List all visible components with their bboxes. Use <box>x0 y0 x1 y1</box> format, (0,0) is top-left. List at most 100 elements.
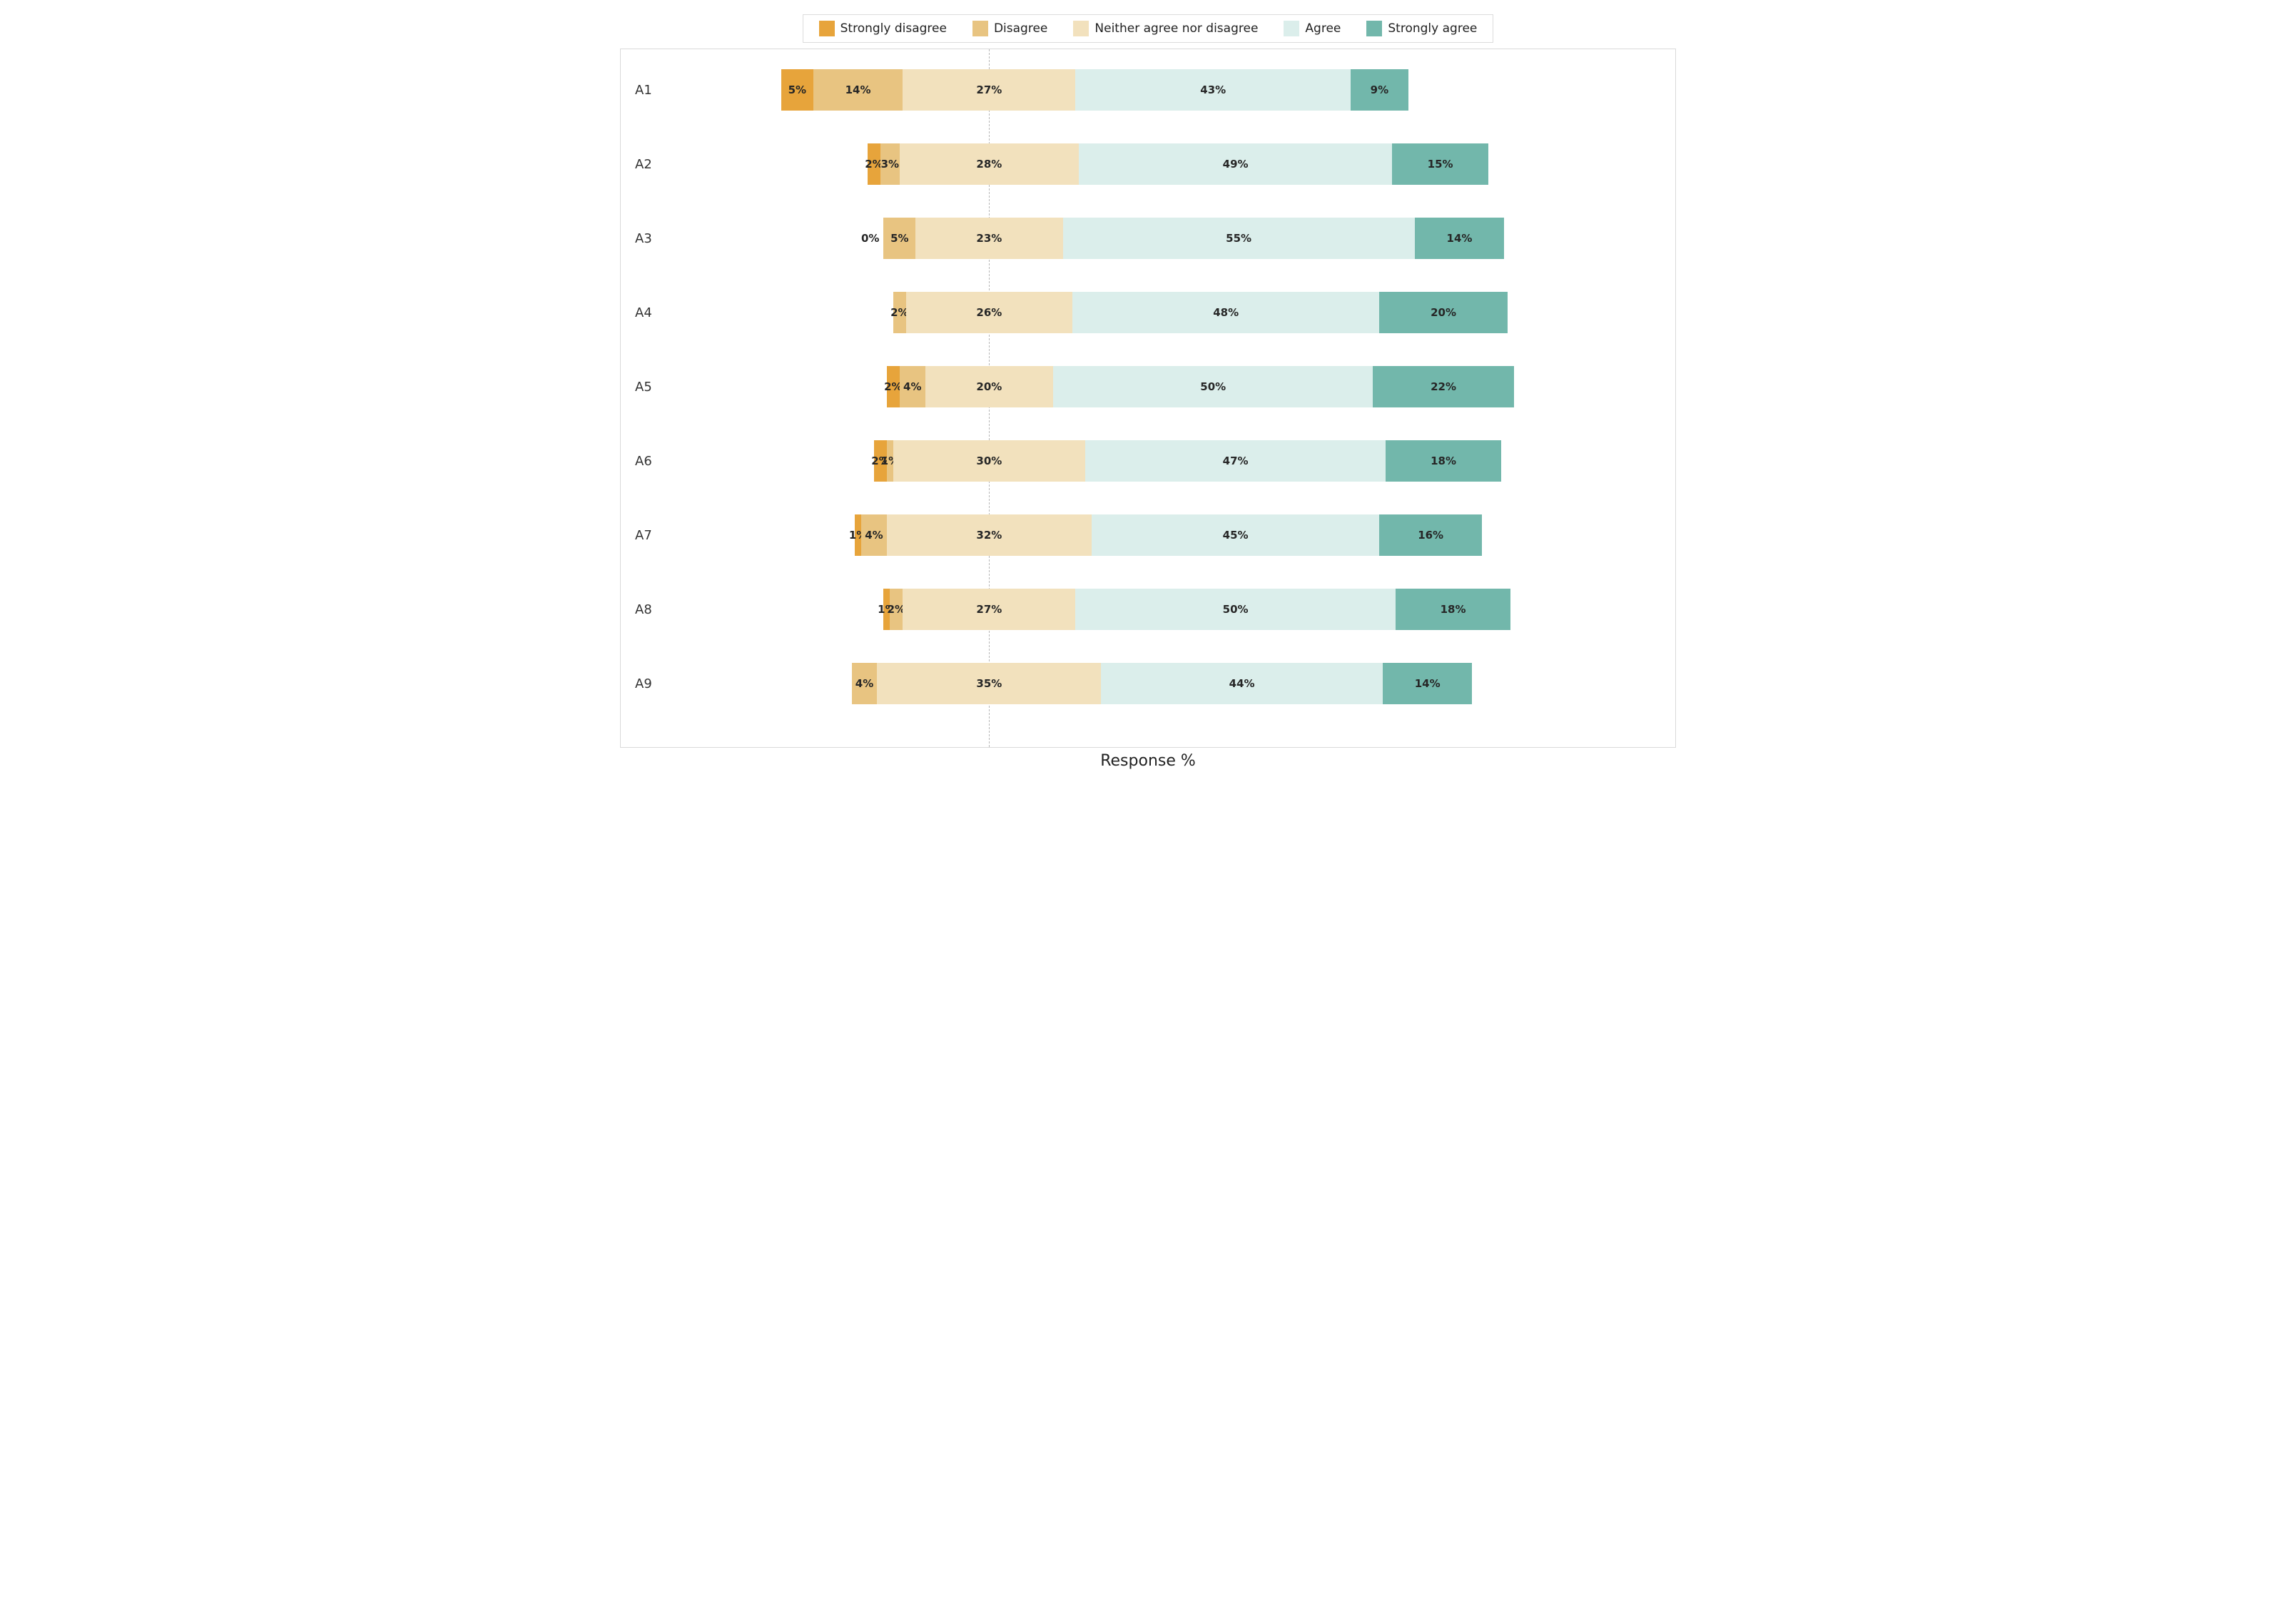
bar-agree: 50% <box>1053 366 1373 407</box>
bar-agree-value: 50% <box>1223 603 1249 616</box>
bar-disagree: 1% <box>887 440 893 482</box>
bar-strongly-agree-value: 16% <box>1418 529 1443 542</box>
bar-neither: 26% <box>906 292 1072 333</box>
bar-strongly-agree: 18% <box>1396 589 1510 630</box>
likert-chart: Strongly disagree Disagree Neither agree n… <box>620 14 1676 770</box>
bar-neither: 27% <box>903 589 1075 630</box>
bar-neither-value: 27% <box>976 83 1002 96</box>
bar-strongly-agree-value: 14% <box>1415 677 1441 690</box>
bar-agree: 43% <box>1075 69 1351 111</box>
bar-agree: 48% <box>1072 292 1379 333</box>
y-axis-label: A5 <box>635 380 669 395</box>
legend-label: Neither agree nor disagree <box>1094 21 1258 36</box>
y-axis-label: A7 <box>635 528 669 543</box>
bar-neither-value: 26% <box>976 306 1002 319</box>
bar-agree-value: 50% <box>1200 380 1226 393</box>
bar-neither: 27% <box>903 69 1075 111</box>
bar-track: 2%3% 28% 49% 15% <box>669 143 1661 185</box>
chart-row: A7 1%4% 32% 45% 16% <box>635 514 1661 556</box>
bar-disagree-value: 3% <box>881 158 899 171</box>
bar-disagree-value: 5% <box>890 232 908 245</box>
bar-agree-value: 44% <box>1229 677 1255 690</box>
x-axis-label: Response % <box>620 752 1676 770</box>
bar-strongly-agree: 16% <box>1379 514 1481 556</box>
y-axis-label: A9 <box>635 676 669 691</box>
bar-agree: 44% <box>1101 663 1383 704</box>
bar-track: 1%2%27%50%18% <box>669 589 1661 630</box>
chart-row: A1 5% 14% 27% 43% 9% <box>635 69 1661 111</box>
bar-track: 2%1%30%47%18% <box>669 440 1661 482</box>
bar-neither: 32% <box>887 514 1092 556</box>
legend-swatch <box>1366 21 1382 36</box>
chart-row: A4 2% 26% 48% 20% <box>635 292 1661 333</box>
legend-label: Strongly disagree <box>840 21 947 36</box>
legend-item: Strongly disagree <box>819 21 947 36</box>
bar-strongly-agree: 18% <box>1386 440 1500 482</box>
bar-disagree-value: 4% <box>903 380 921 393</box>
bar-agree-value: 55% <box>1226 232 1251 245</box>
bar-agree: 50% <box>1075 589 1395 630</box>
chart-row: A22%3%28%49%15% <box>635 143 1661 185</box>
legend-item: Disagree <box>972 21 1047 36</box>
bar-track: 2% 26% 48% 20% <box>669 292 1661 333</box>
bar-neither-value: 28% <box>976 158 1002 171</box>
legend-item: Neither agree nor disagree <box>1073 21 1258 36</box>
chart-row: A5 2%4% 20% 50% 22% <box>635 366 1661 407</box>
bar-agree-value: 47% <box>1223 455 1249 467</box>
y-axis-label: A8 <box>635 602 669 617</box>
bar-disagree: 14% <box>813 69 903 111</box>
bar-strongly-agree-value: 15% <box>1428 158 1453 171</box>
bar-track: 4% 35% 44% 14% <box>669 663 1661 704</box>
bar-strongly-disagree: 2% <box>868 143 880 185</box>
legend-item: Strongly agree <box>1366 21 1477 36</box>
bar-strongly-disagree: 2% <box>887 366 900 407</box>
chart-row: A81%2%27%50%18% <box>635 589 1661 630</box>
plot-area: A15%14%27%43%9%A22%3%28%49%15%A30%5%23%5… <box>620 49 1676 748</box>
bar-strongly-agree-value: 9% <box>1371 83 1388 96</box>
bar-agree: 49% <box>1079 143 1392 185</box>
y-axis-label: A6 <box>635 454 669 469</box>
bar-strongly-disagree-value: 5% <box>788 83 806 96</box>
bar-agree-value: 45% <box>1223 529 1249 542</box>
bar-strongly-agree: 9% <box>1351 69 1408 111</box>
bar-disagree: 4% <box>852 663 878 704</box>
bar-strongly-agree-value: 14% <box>1447 232 1473 245</box>
legend: Strongly disagree Disagree Neither agree n… <box>803 14 1494 43</box>
bar-disagree-value: 14% <box>845 83 871 96</box>
bar-agree: 45% <box>1092 514 1380 556</box>
bar-strongly-agree-value: 20% <box>1431 306 1456 319</box>
bar-agree-value: 48% <box>1213 306 1239 319</box>
bar-disagree-value: 4% <box>855 677 873 690</box>
bar-agree-value: 49% <box>1223 158 1249 171</box>
bar-strongly-disagree-value: 0% <box>861 232 883 245</box>
bar-neither: 20% <box>925 366 1053 407</box>
bar-neither: 35% <box>877 663 1101 704</box>
bar-neither-value: 32% <box>976 529 1002 542</box>
chart-row: A9 4% 35% 44% 14% <box>635 663 1661 704</box>
legend-swatch <box>972 21 988 36</box>
bar-agree: 55% <box>1063 218 1415 259</box>
bar-strongly-disagree: 5% <box>781 69 813 111</box>
chart-row: A3 0% 5% 23% 55% 14% <box>635 218 1661 259</box>
bar-neither-value: 23% <box>976 232 1002 245</box>
bar-neither-value: 27% <box>976 603 1002 616</box>
bar-strongly-agree-value: 18% <box>1441 603 1466 616</box>
bar-track: 5% 14% 27% 43% 9% <box>669 69 1661 111</box>
bar-strongly-agree: 14% <box>1383 663 1473 704</box>
bar-strongly-agree: 22% <box>1373 366 1513 407</box>
bar-disagree: 2% <box>893 292 906 333</box>
bar-track: 0% 5% 23% 55% 14% <box>669 218 1661 259</box>
bar-neither: 23% <box>915 218 1062 259</box>
bar-strongly-agree: 20% <box>1379 292 1507 333</box>
y-axis-label: A4 <box>635 305 669 320</box>
y-axis-label: A3 <box>635 231 669 246</box>
legend-item: Agree <box>1284 21 1341 36</box>
bar-strongly-agree-value: 18% <box>1431 455 1456 467</box>
bar-neither: 28% <box>900 143 1079 185</box>
y-axis-label: A1 <box>635 83 669 98</box>
legend-swatch <box>1073 21 1089 36</box>
bar-track: 1%4% 32% 45% 16% <box>669 514 1661 556</box>
bar-strongly-agree-value: 22% <box>1431 380 1456 393</box>
bar-disagree: 4% <box>861 514 887 556</box>
bar-strongly-disagree: 1% <box>855 514 861 556</box>
